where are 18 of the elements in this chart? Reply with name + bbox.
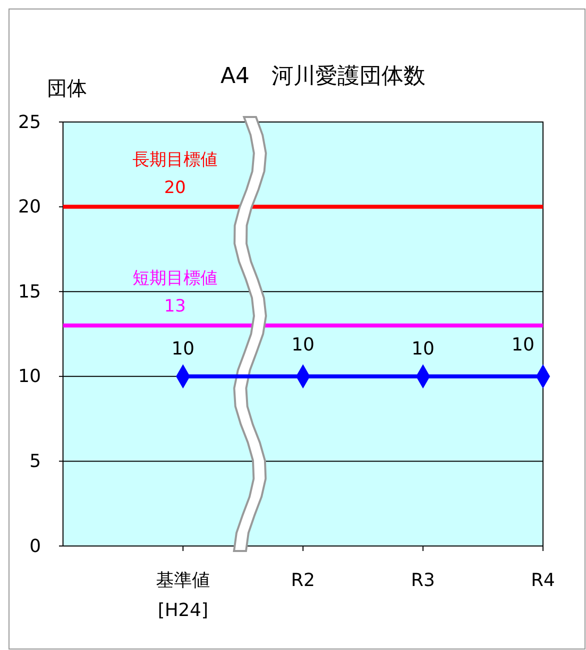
- y-tick-label: 15: [18, 281, 41, 302]
- y-tick-label: 20: [18, 196, 41, 218]
- data-label: 10: [512, 334, 534, 356]
- y-axis-title: 団体: [47, 76, 87, 100]
- y-tick-label: 25: [18, 112, 41, 133]
- data-label: 10: [412, 338, 434, 360]
- data-label: 10: [172, 338, 194, 360]
- y-tick-label: 10: [18, 366, 41, 388]
- data-label: 10: [292, 334, 314, 356]
- y-tick-label: 0: [30, 536, 41, 557]
- x-tick-label: R2: [291, 570, 315, 591]
- y-tick-label: 5: [30, 450, 41, 472]
- x-tick-label: R4: [531, 570, 555, 591]
- ref-line-label: 長期目標値 20: [132, 150, 218, 198]
- x-tick-label: 基準値 [H24]: [156, 570, 210, 621]
- ref-line-label: 短期目標値 13: [132, 268, 218, 317]
- x-tick-label: R3: [411, 570, 435, 591]
- chart-title: A4 河川愛護団体数: [220, 64, 426, 89]
